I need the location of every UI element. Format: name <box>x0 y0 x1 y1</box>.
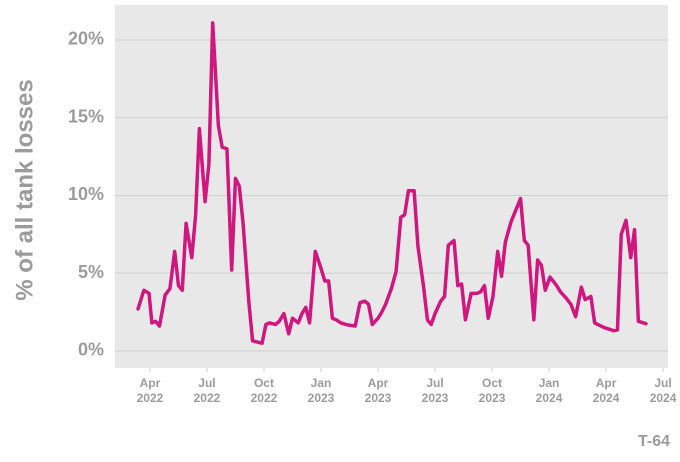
x-tick-label: Jul <box>654 376 671 390</box>
x-tick-label: 2023 <box>422 391 449 405</box>
x-tick-label: Apr <box>596 376 617 390</box>
x-tick-label: 2023 <box>308 391 335 405</box>
x-tick-label: 2024 <box>650 391 677 405</box>
x-tick-label: Jul <box>426 376 443 390</box>
x-tick-label: 2023 <box>365 391 392 405</box>
x-tick-label: Jan <box>539 376 560 390</box>
x-tick-label: Oct <box>482 376 502 390</box>
x-tick-label: 2024 <box>536 391 563 405</box>
annotation: T-64 <box>638 433 670 450</box>
x-tick-label: 2022 <box>194 391 221 405</box>
data-line <box>136 21 648 345</box>
y-axis-label: % of all tank losses <box>11 79 38 300</box>
x-tick-label: Jul <box>198 376 215 390</box>
y-tick-label: 15% <box>68 106 104 126</box>
y-tick-label: 10% <box>68 184 104 204</box>
x-tick-label: Apr <box>368 376 389 390</box>
x-tick-label: Oct <box>254 376 274 390</box>
x-tick-label: 2024 <box>593 391 620 405</box>
y-tick-label: 20% <box>68 29 104 49</box>
x-tick-label: Apr <box>140 376 161 390</box>
x-tick-label: 2022 <box>251 391 278 405</box>
y-tick-label: 5% <box>78 262 104 282</box>
x-tick-label: 2023 <box>479 391 506 405</box>
x-tick-label: Jan <box>311 376 332 390</box>
x-tick-label: 2022 <box>137 391 164 405</box>
y-tick-label: 0% <box>78 340 104 360</box>
